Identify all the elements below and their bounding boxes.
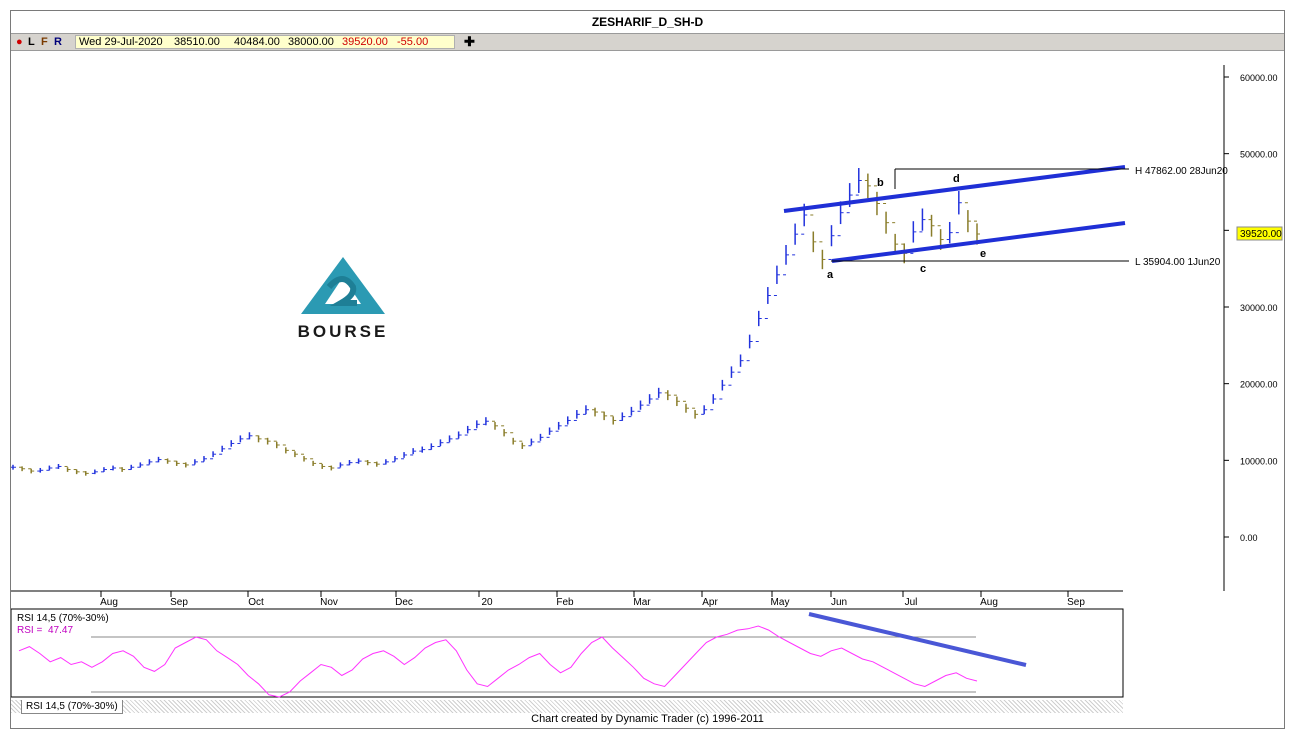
f-button[interactable]: F xyxy=(41,36,48,48)
rsi-value-prefix: RSI = xyxy=(17,625,42,636)
rsi-line xyxy=(18,625,978,698)
y-tick-label: 10000.00 xyxy=(1240,456,1278,466)
last-price-value: 39520.00 xyxy=(1240,229,1282,240)
y-tick-label: 30000.00 xyxy=(1240,303,1278,313)
x-tick-label: Nov xyxy=(320,597,338,608)
r-button[interactable]: R xyxy=(54,36,62,48)
chart-canvas[interactable]: BOURSE 60000.0050000.0040000.0030000.002… xyxy=(11,51,1284,700)
wave-label-c: c xyxy=(920,263,926,275)
x-tick-label: May xyxy=(771,597,790,608)
rsi-trend-line xyxy=(808,612,1027,667)
wave-label-d: d xyxy=(953,173,960,185)
y-tick-label: 50000.00 xyxy=(1240,150,1278,160)
last-price-tag xyxy=(1236,226,1283,241)
crosshair-icon[interactable]: ✚ xyxy=(464,34,475,49)
readout-low: 38000.00 xyxy=(288,36,334,48)
readout-high: 40484.00 xyxy=(234,36,280,48)
wave-label-a: a xyxy=(827,269,834,281)
readout-open: 38510.00 xyxy=(174,36,220,48)
chart-window: ZESHARIF_D_SH-D ● L F R Wed 29-Jul-2020 … xyxy=(10,10,1285,729)
x-tick-label: Dec xyxy=(395,597,413,608)
readout-close: 39520.00 xyxy=(342,36,388,48)
x-tick-label: Oct xyxy=(248,597,264,608)
x-tick-label: Jul xyxy=(905,597,918,608)
rsi-tab[interactable]: RSI 14,5 (70%-30%) xyxy=(21,700,123,714)
readout-date: Wed 29-Jul-2020 xyxy=(79,36,163,48)
x-tick-label: Mar xyxy=(633,597,651,608)
scroll-hatch xyxy=(11,700,1123,713)
x-tick-label: Aug xyxy=(100,597,118,608)
rsi-label: RSI 14,5 (70%-30%) xyxy=(17,613,109,624)
x-tick-label: Aug xyxy=(980,597,998,608)
l-button[interactable]: L xyxy=(28,36,35,48)
upper-channel-line xyxy=(783,165,1126,213)
lower-channel-line xyxy=(831,221,1126,263)
price-readout: Wed 29-Jul-2020 38510.00 40484.00 38000.… xyxy=(75,35,455,49)
y-tick-label: 60000.00 xyxy=(1240,73,1278,83)
wave-label-e: e xyxy=(980,248,986,260)
x-tick-label: Sep xyxy=(170,597,188,608)
high-label: H 47862.00 28Jun20 xyxy=(1135,166,1228,177)
logo-text: BOURSE xyxy=(298,322,389,341)
readout-change: -55.00 xyxy=(397,36,429,48)
record-dot-icon[interactable]: ● xyxy=(16,36,23,48)
x-tick-label: 20 xyxy=(481,597,493,608)
x-tick-label: Sep xyxy=(1067,597,1085,608)
info-bar: ● L F R Wed 29-Jul-2020 38510.00 40484.0… xyxy=(11,33,1284,51)
x-tick-label: Jun xyxy=(831,597,847,608)
x-tick-label: Apr xyxy=(702,597,718,608)
bourse-logo: BOURSE xyxy=(298,257,389,341)
rsi-value: 47.47 xyxy=(48,625,73,636)
x-tick-label: Feb xyxy=(556,597,574,608)
footer-credit: Chart created by Dynamic Trader (c) 1996… xyxy=(531,713,764,725)
y-tick-label: 20000.00 xyxy=(1240,380,1278,390)
rsi-panel[interactable] xyxy=(11,608,1124,698)
wave-label-b: b xyxy=(877,177,884,189)
y-tick-label: 0.00 xyxy=(1240,533,1258,543)
low-label: L 35904.00 1Jun20 xyxy=(1135,257,1221,268)
chart-title: ZESHARIF_D_SH-D xyxy=(591,15,704,29)
